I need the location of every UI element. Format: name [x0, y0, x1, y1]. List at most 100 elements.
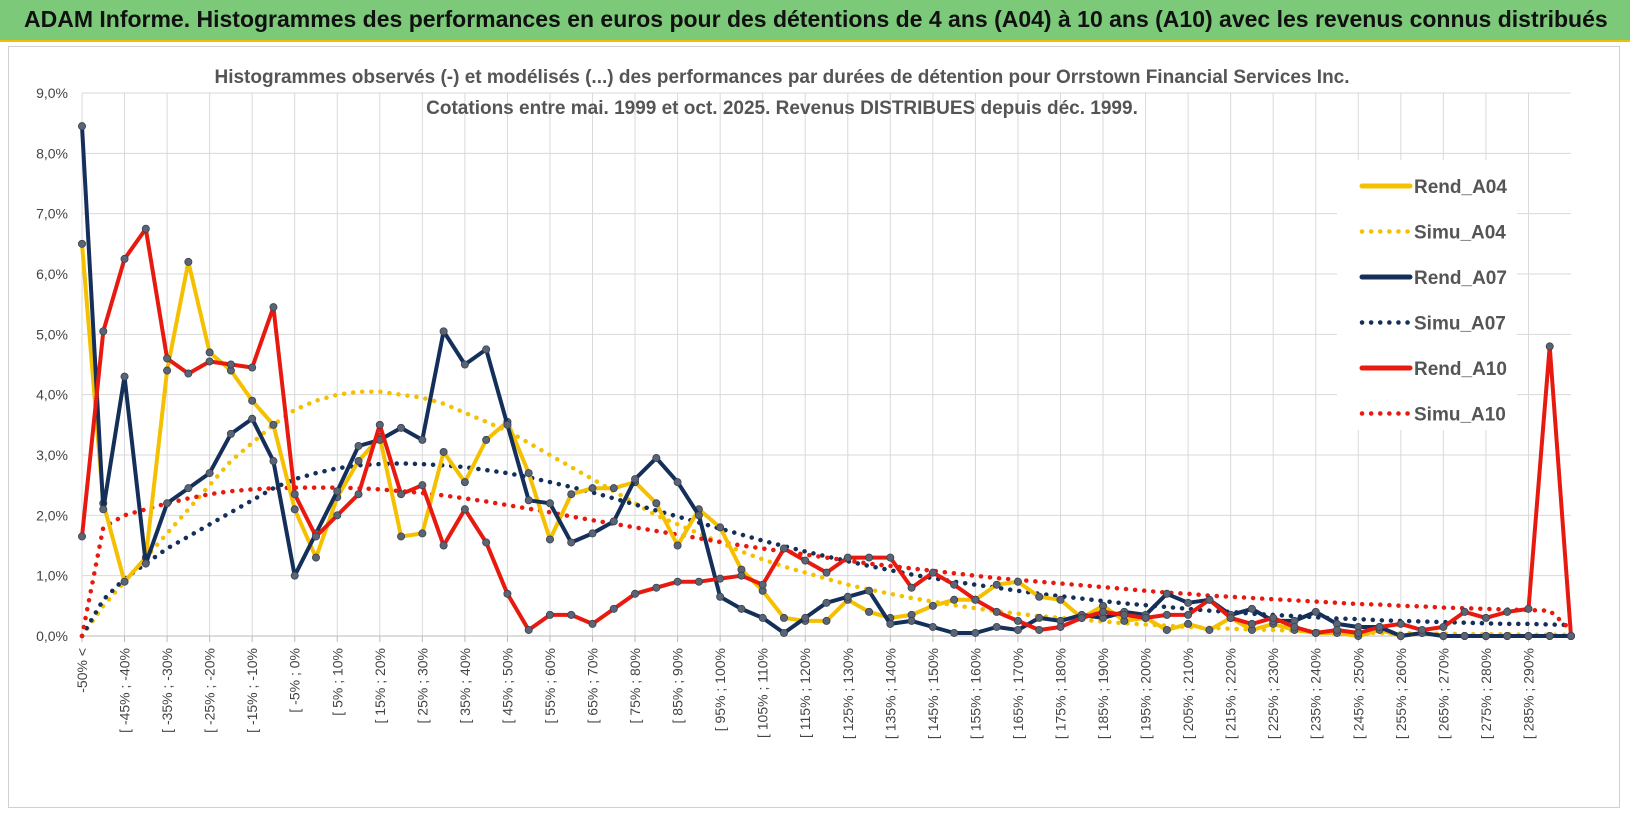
data-point-rend-a04 — [248, 396, 257, 405]
data-point-rend-a07 — [269, 457, 278, 466]
data-point-rend-a10 — [1141, 613, 1150, 622]
y-tick-label: 3,0% — [36, 447, 68, 463]
data-point-rend-a10 — [78, 532, 87, 541]
data-point-rend-a07 — [588, 529, 597, 538]
data-point-rend-a10 — [1099, 607, 1108, 616]
data-point-rend-a07 — [524, 496, 533, 505]
data-point-rend-a07 — [1184, 598, 1193, 607]
data-point-rend-a04 — [545, 535, 554, 544]
data-point-rend-a07 — [822, 598, 831, 607]
y-tick-label: 1,0% — [36, 568, 68, 584]
data-point-rend-a07 — [439, 327, 448, 336]
data-point-rend-a07 — [163, 499, 172, 508]
x-tick-label: [ 225% ; 230% — [1265, 648, 1281, 739]
data-point-rend-a10 — [631, 589, 640, 598]
data-point-rend-a10 — [184, 369, 193, 378]
data-point-rend-a10 — [1439, 622, 1448, 631]
data-point-rend-a10 — [163, 354, 172, 363]
data-point-rend-a10 — [439, 541, 448, 550]
data-point-rend-a04 — [928, 601, 937, 610]
data-point-rend-a07 — [694, 511, 703, 520]
data-point-rend-a10 — [290, 490, 299, 499]
data-point-rend-a04 — [269, 420, 278, 429]
data-point-rend-a07 — [1247, 604, 1256, 613]
x-tick-label: [ 155% ; 160% — [967, 648, 983, 739]
data-point-rend-a07 — [482, 345, 491, 354]
data-point-rend-a07 — [1503, 632, 1512, 641]
y-tick-label: 9,0% — [36, 85, 68, 101]
data-point-rend-a04 — [865, 607, 874, 616]
data-point-rend-a10 — [1184, 610, 1193, 619]
data-point-rend-a10 — [311, 532, 320, 541]
y-tick-label: 5,0% — [36, 326, 68, 342]
data-point-rend-a10 — [716, 574, 725, 583]
data-point-rend-a10 — [1120, 610, 1129, 619]
series-line-simu-a10 — [79, 485, 1574, 639]
y-tick-label: 6,0% — [36, 266, 68, 282]
data-point-rend-a04 — [1035, 592, 1044, 601]
data-point-rend-a10 — [1035, 625, 1044, 634]
data-point-rend-a10 — [1226, 613, 1235, 622]
x-tick-label: [ 275% ; 280% — [1478, 648, 1494, 739]
data-point-rend-a04 — [1205, 625, 1214, 634]
data-point-rend-a10 — [907, 583, 916, 592]
x-tick-label: [ 265% ; 270% — [1435, 648, 1451, 739]
x-tick-label: [ 195% ; 200% — [1138, 648, 1154, 739]
data-point-rend-a10 — [524, 625, 533, 634]
data-point-rend-a10 — [588, 619, 597, 628]
x-tick-label: [ 135% ; 140% — [882, 648, 898, 739]
x-tick-label: [ 35% ; 40% — [457, 648, 473, 724]
data-point-rend-a10 — [779, 544, 788, 553]
data-point-rend-a10 — [1354, 628, 1363, 637]
x-tick-label: -50% < — [74, 648, 90, 693]
series-lines — [78, 122, 1576, 641]
data-point-rend-a10 — [1567, 632, 1576, 641]
data-point-rend-a07 — [971, 628, 980, 637]
data-point-rend-a07 — [1545, 632, 1554, 641]
data-point-rend-a10 — [801, 556, 810, 565]
data-point-rend-a10 — [1205, 595, 1214, 604]
data-point-rend-a10 — [1290, 622, 1299, 631]
data-point-rend-a10 — [120, 254, 129, 263]
data-point-rend-a07 — [1013, 625, 1022, 634]
data-point-rend-a10 — [737, 571, 746, 580]
data-point-rend-a07 — [716, 592, 725, 601]
data-point-rend-a10 — [545, 610, 554, 619]
data-point-rend-a07 — [928, 622, 937, 631]
legend-box — [1337, 160, 1517, 430]
x-tick-label: [ 25% ; 30% — [414, 648, 430, 724]
data-point-rend-a04 — [311, 553, 320, 562]
chart-title-line1: Histogrammes observés (-) et modélisés (… — [214, 67, 1349, 88]
data-point-rend-a07 — [460, 360, 469, 369]
data-point-rend-a04 — [673, 541, 682, 550]
x-tick-label: [ 15% ; 20% — [372, 648, 388, 724]
data-point-rend-a04 — [290, 505, 299, 514]
data-point-rend-a07 — [1524, 632, 1533, 641]
data-point-rend-a07 — [673, 478, 682, 487]
legend-label: Simu_A04 — [1414, 223, 1506, 244]
data-point-rend-a07 — [99, 505, 108, 514]
data-point-rend-a07 — [737, 604, 746, 613]
data-point-rend-a10 — [1162, 610, 1171, 619]
data-point-rend-a07 — [567, 538, 576, 547]
data-point-rend-a07 — [78, 122, 87, 131]
data-point-rend-a10 — [460, 505, 469, 514]
data-point-rend-a07 — [545, 499, 554, 508]
data-point-rend-a04 — [482, 435, 491, 444]
data-point-rend-a10 — [1247, 619, 1256, 628]
data-point-rend-a10 — [1013, 616, 1022, 625]
x-tick-label: [ 95% ; 100% — [712, 648, 728, 731]
data-point-rend-a07 — [1035, 613, 1044, 622]
data-point-rend-a04 — [184, 257, 193, 266]
data-point-rend-a04 — [822, 616, 831, 625]
x-tick-label: [ 285% ; 290% — [1520, 648, 1536, 739]
banner-title: ADAM Informe. Histogrammes des performan… — [24, 6, 1608, 32]
data-point-rend-a10 — [397, 490, 406, 499]
chart-frame — [8, 46, 1620, 808]
data-point-rend-a04 — [992, 580, 1001, 589]
data-point-rend-a04 — [120, 577, 129, 586]
y-tick-label: 2,0% — [36, 507, 68, 523]
data-point-rend-a07 — [503, 420, 512, 429]
legend-label: Rend_A04 — [1414, 177, 1507, 198]
x-tick-label: [ 55% ; 60% — [542, 648, 558, 724]
